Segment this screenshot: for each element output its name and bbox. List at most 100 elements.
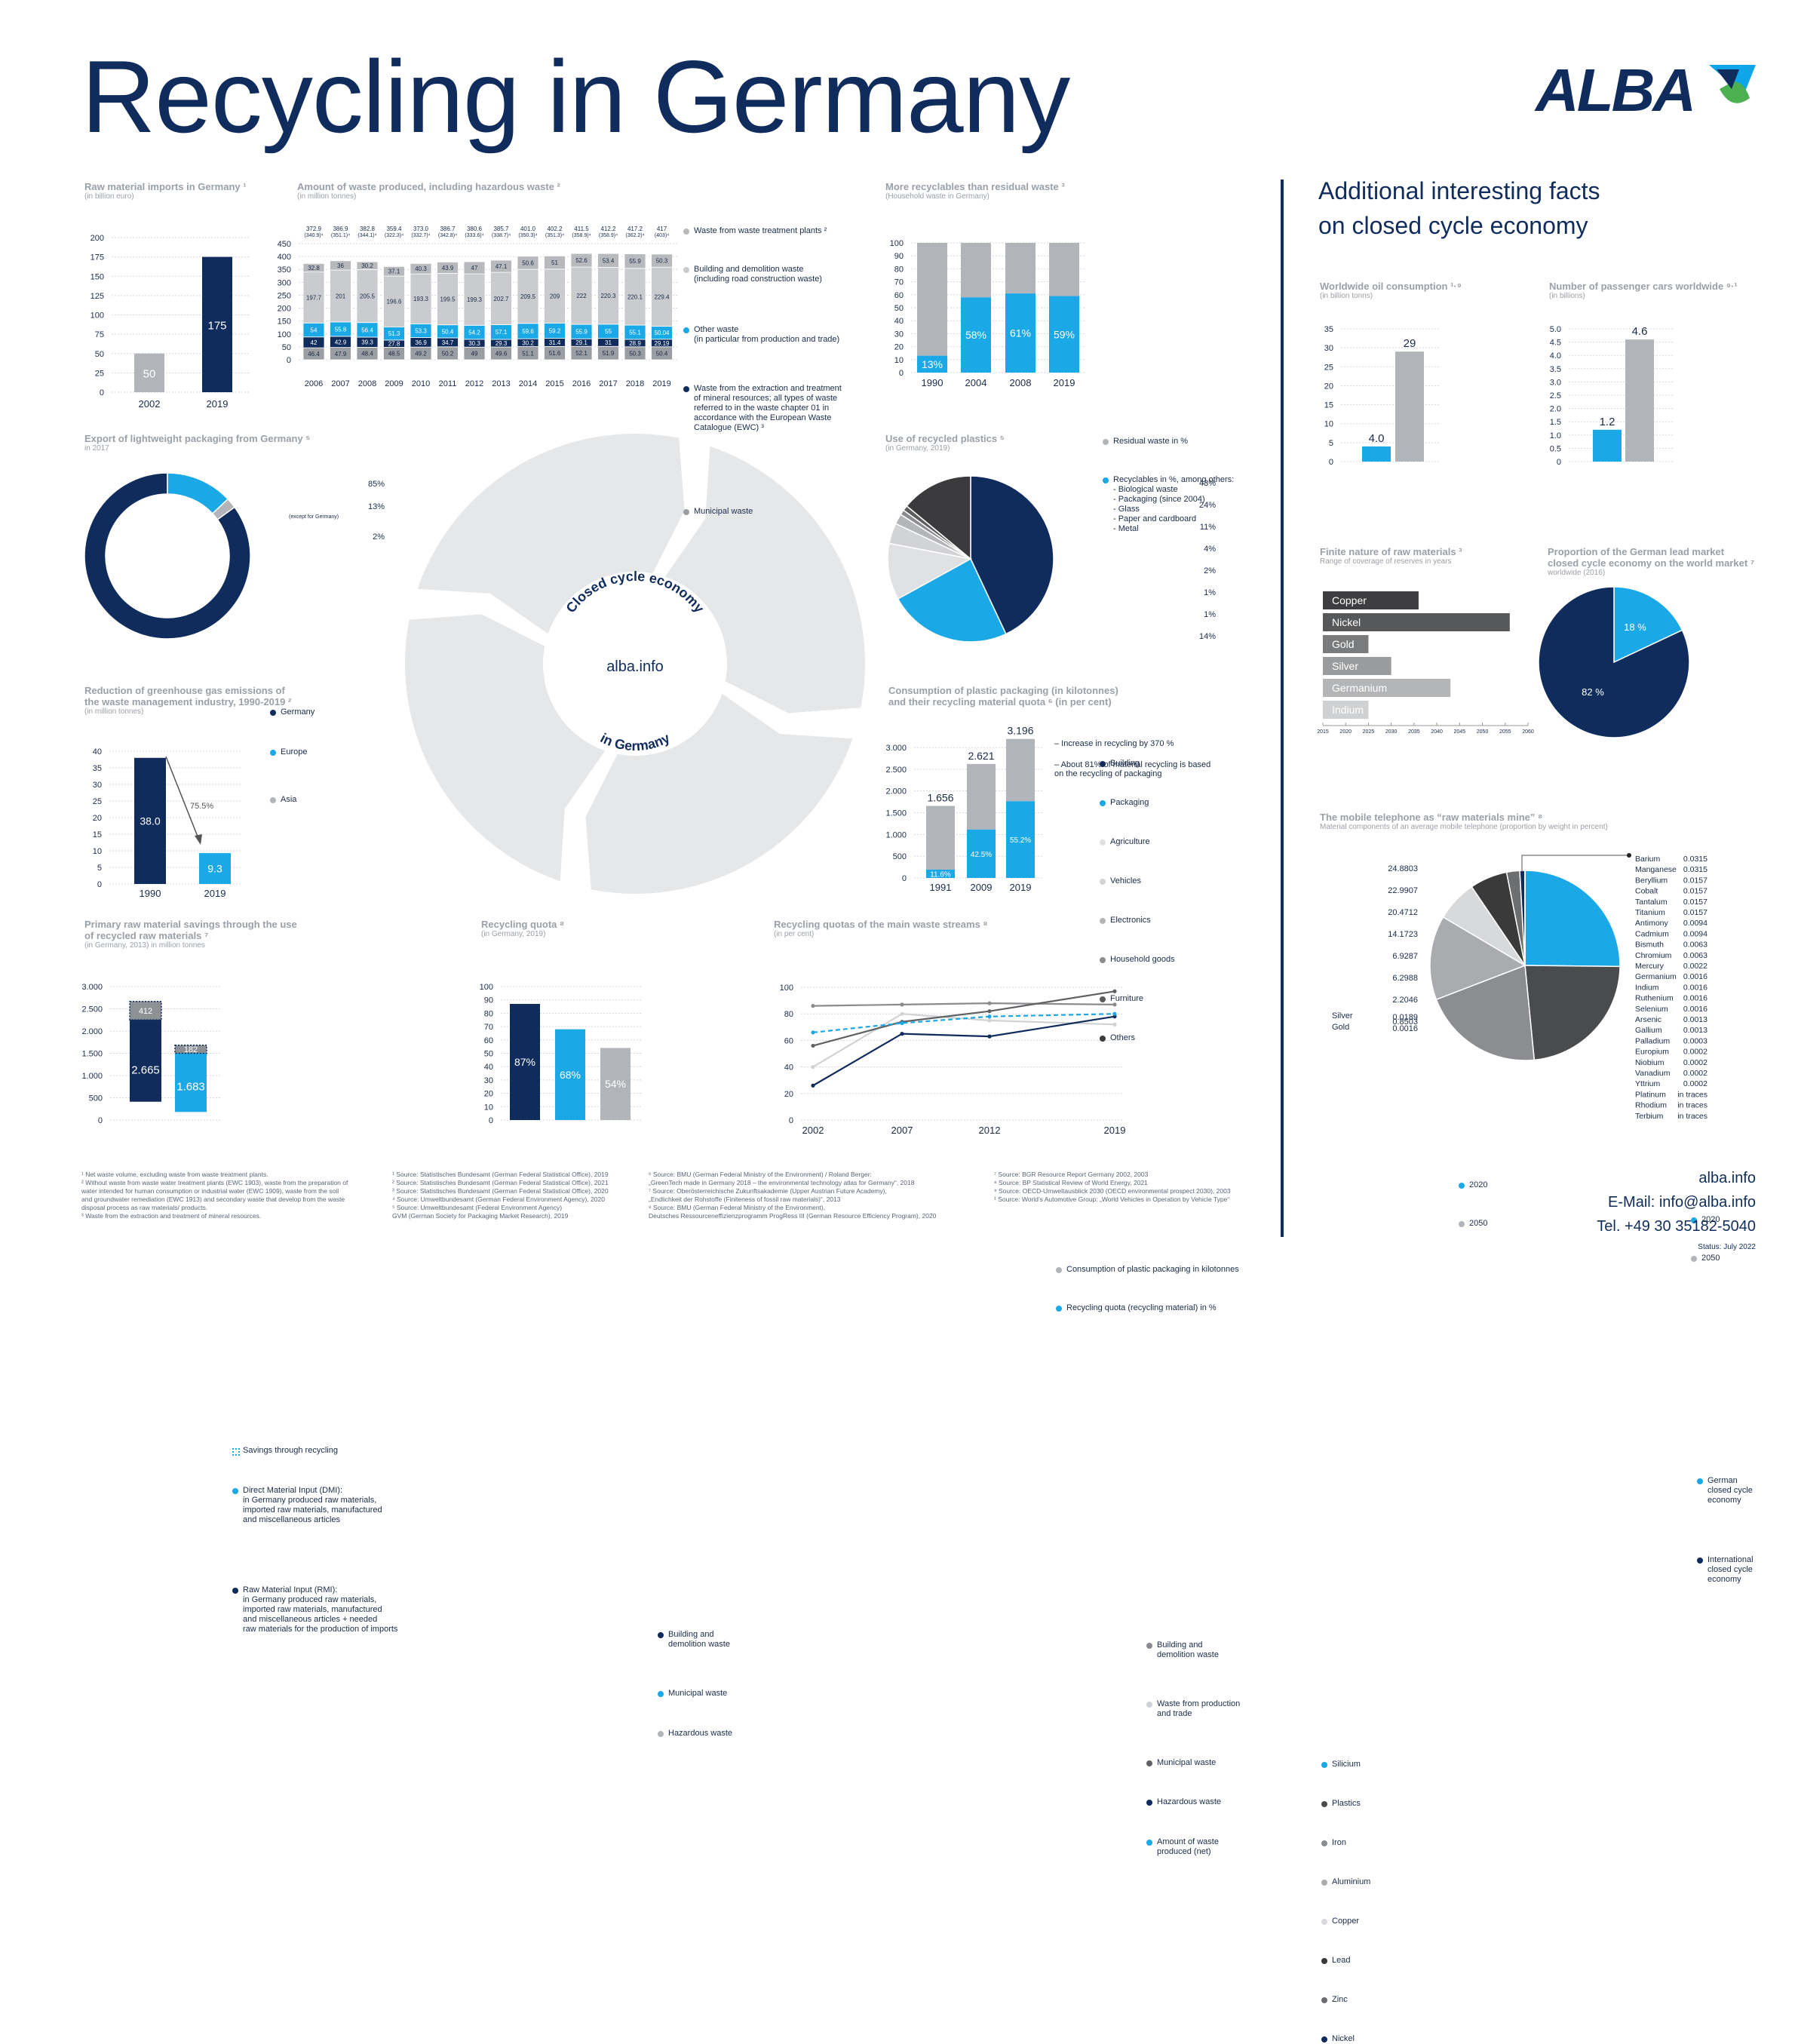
waste-seg-label: 202.7 bbox=[493, 296, 509, 302]
waste-xtick: 2017 bbox=[599, 379, 617, 388]
cars-ytick: 0 bbox=[1557, 458, 1561, 467]
cycle-segment-3 bbox=[418, 434, 685, 634]
quota-ytick: 10 bbox=[484, 1103, 493, 1112]
ghg-ytick: 15 bbox=[93, 830, 102, 839]
ghg-ytick: 10 bbox=[93, 847, 102, 856]
savings-recycling-label: 182 bbox=[184, 1045, 198, 1054]
waste-seg-label: 209.5 bbox=[520, 293, 536, 300]
waste-legend-0: Waste from waste treatment plants ² bbox=[682, 226, 1798, 236]
contact-phone[interactable]: Tel. +49 30 35182-5040 bbox=[1597, 1214, 1756, 1238]
waste-seg-label: 29.19 bbox=[654, 340, 670, 347]
phone-legend-6-label: Zinc bbox=[1332, 1995, 1348, 2004]
waste-total-sublabel: (350.3)⁴ bbox=[518, 233, 537, 238]
waste-legend-1-swatch bbox=[683, 267, 689, 273]
plastics-legend-4: Electronics bbox=[1098, 916, 1798, 925]
imports-xtick: 2019 bbox=[207, 398, 229, 410]
phone-legend-value: 0.0189 bbox=[1392, 1013, 1418, 1022]
oil-legend-0-label: 2020 bbox=[1469, 1180, 1487, 1189]
waste-total-label: 402.2 bbox=[547, 226, 563, 232]
phone-legend-value: 14.1723 bbox=[1388, 930, 1418, 939]
plastics-legend-4-label: Electronics bbox=[1110, 916, 1151, 925]
waste-seg-label: 197.7 bbox=[306, 294, 322, 301]
streams-ytick: 100 bbox=[780, 984, 793, 993]
oil-ytick: 30 bbox=[1324, 344, 1333, 353]
phone-legend-1-swatch bbox=[1321, 1801, 1327, 1807]
phone-minor-value: 0.0002 bbox=[1683, 1079, 1707, 1088]
phone-leader-line bbox=[1522, 855, 1629, 872]
recyclables-legend-0-label: Residual waste in % bbox=[1113, 437, 1188, 446]
waste-seg-label: 55.8 bbox=[335, 326, 347, 333]
streams-legend-2-label: Municipal waste bbox=[1157, 1758, 1216, 1767]
contact-email[interactable]: E-Mail: info@alba.info bbox=[1597, 1190, 1756, 1214]
plastics-legend-7-swatch bbox=[1100, 1036, 1106, 1042]
streams-line-0 bbox=[813, 1003, 1115, 1006]
phone-minor-name: Niobium bbox=[1635, 1058, 1665, 1067]
waste-xtick: 2015 bbox=[545, 379, 563, 388]
packaging-quota-label: 11.6% bbox=[930, 870, 951, 879]
savings-legend-2-label: Raw Material Input (RMI): in Germany pro… bbox=[243, 1585, 397, 1634]
streams-ytick: 0 bbox=[789, 1116, 793, 1125]
phone-legend-1-label: Plastics bbox=[1332, 1799, 1361, 1808]
imports-ytick: 200 bbox=[91, 234, 104, 243]
quota-legend-1-swatch bbox=[658, 1691, 664, 1697]
lead-slice-label: 18 % bbox=[1624, 621, 1646, 633]
phone-legend-value: 6.2988 bbox=[1392, 974, 1418, 983]
ghg-ytick: 25 bbox=[93, 797, 102, 806]
streams-point-3 bbox=[900, 1032, 904, 1036]
finite-xtick: 2055 bbox=[1499, 729, 1511, 735]
streams-legend-0-label: Building and demolition waste bbox=[1157, 1640, 1219, 1659]
export-legend-0-swatch bbox=[270, 710, 276, 716]
plastics-legend-value: 1% bbox=[1204, 588, 1216, 597]
quota-ytick: 80 bbox=[484, 1009, 493, 1018]
phone-minor-name: Europium bbox=[1635, 1048, 1669, 1057]
plastics-legend-value: 4% bbox=[1204, 545, 1216, 554]
cars-legend-1-swatch bbox=[1691, 1256, 1697, 1262]
waste-seg-label: 29.3 bbox=[496, 340, 508, 347]
phone-minor-value: 0.0016 bbox=[1683, 1005, 1707, 1014]
waste-seg-label: 209 bbox=[550, 293, 560, 300]
phone-legend-7-label: Nickel bbox=[1332, 2034, 1355, 2043]
recyclables-legend-1-label: Recyclables in %, among others: - Biolog… bbox=[1113, 475, 1234, 533]
plastics-legend-5-swatch bbox=[1100, 957, 1106, 963]
waste-xtick: 2013 bbox=[492, 379, 510, 388]
streams-point-3 bbox=[987, 1035, 991, 1039]
waste-total-label: 417 bbox=[657, 226, 667, 232]
phone-minor-value: 0.0016 bbox=[1683, 972, 1707, 981]
lead-legend-0-label: German closed cycle economy bbox=[1707, 1476, 1753, 1505]
imports-ytick: 0 bbox=[100, 388, 104, 397]
ghg-ytick: 35 bbox=[93, 764, 102, 773]
phone-minor-value: 0.0315 bbox=[1683, 865, 1707, 874]
savings-legend-0: Savings through recycling bbox=[231, 1446, 1798, 1456]
finite-xtick: 2025 bbox=[1363, 729, 1375, 735]
waste-xtick: 2019 bbox=[652, 379, 670, 388]
ghg-ytick: 40 bbox=[93, 747, 102, 757]
export-legend-1-label: Europe bbox=[281, 747, 307, 757]
waste-seg-label: 199.5 bbox=[440, 296, 456, 303]
recyclables-ytick: 10 bbox=[894, 356, 904, 365]
packaging-quota-label: 42.5% bbox=[971, 851, 992, 859]
waste-seg-label: 205.5 bbox=[360, 293, 376, 300]
waste-seg-label: 54 bbox=[311, 327, 318, 334]
waste-seg-label: 40.3 bbox=[415, 265, 427, 272]
lead-slice-label: 82 % bbox=[1582, 686, 1604, 698]
phone-minor-name: Tantalum bbox=[1635, 898, 1668, 907]
contact-web[interactable]: alba.info bbox=[1597, 1166, 1756, 1190]
packaging-xtick: 2009 bbox=[971, 882, 993, 893]
export-legend-value: 85% bbox=[368, 480, 385, 489]
savings-recycling-label: 412 bbox=[139, 1007, 152, 1016]
waste-seg-label: 55.9 bbox=[629, 258, 641, 265]
finite-xtick: 2015 bbox=[1317, 729, 1329, 735]
quota-bar-label: 54% bbox=[605, 1078, 626, 1090]
cycle-center-link[interactable]: alba.info bbox=[606, 658, 664, 675]
cars-legend-1: 2050 bbox=[1689, 1254, 1798, 1263]
phone-minor-name: Manganese bbox=[1635, 865, 1677, 874]
waste-total-sublabel: (333.6)⁴ bbox=[465, 233, 483, 238]
waste-total-sublabel: (344.1)⁴ bbox=[357, 233, 376, 238]
oil-ytick: 0 bbox=[1329, 458, 1333, 467]
waste-seg-label: 32.8 bbox=[308, 265, 320, 272]
lead-legend-1: International closed cycle economy bbox=[1695, 1555, 1798, 1585]
phone-minor-name: Cadmium bbox=[1635, 929, 1669, 938]
footnote-block-4: ⁷ Source: BGR Resource Report Germany 20… bbox=[994, 1171, 1281, 1204]
ghg-ytick: 20 bbox=[93, 814, 102, 823]
ghg-xtick: 2019 bbox=[204, 888, 226, 899]
